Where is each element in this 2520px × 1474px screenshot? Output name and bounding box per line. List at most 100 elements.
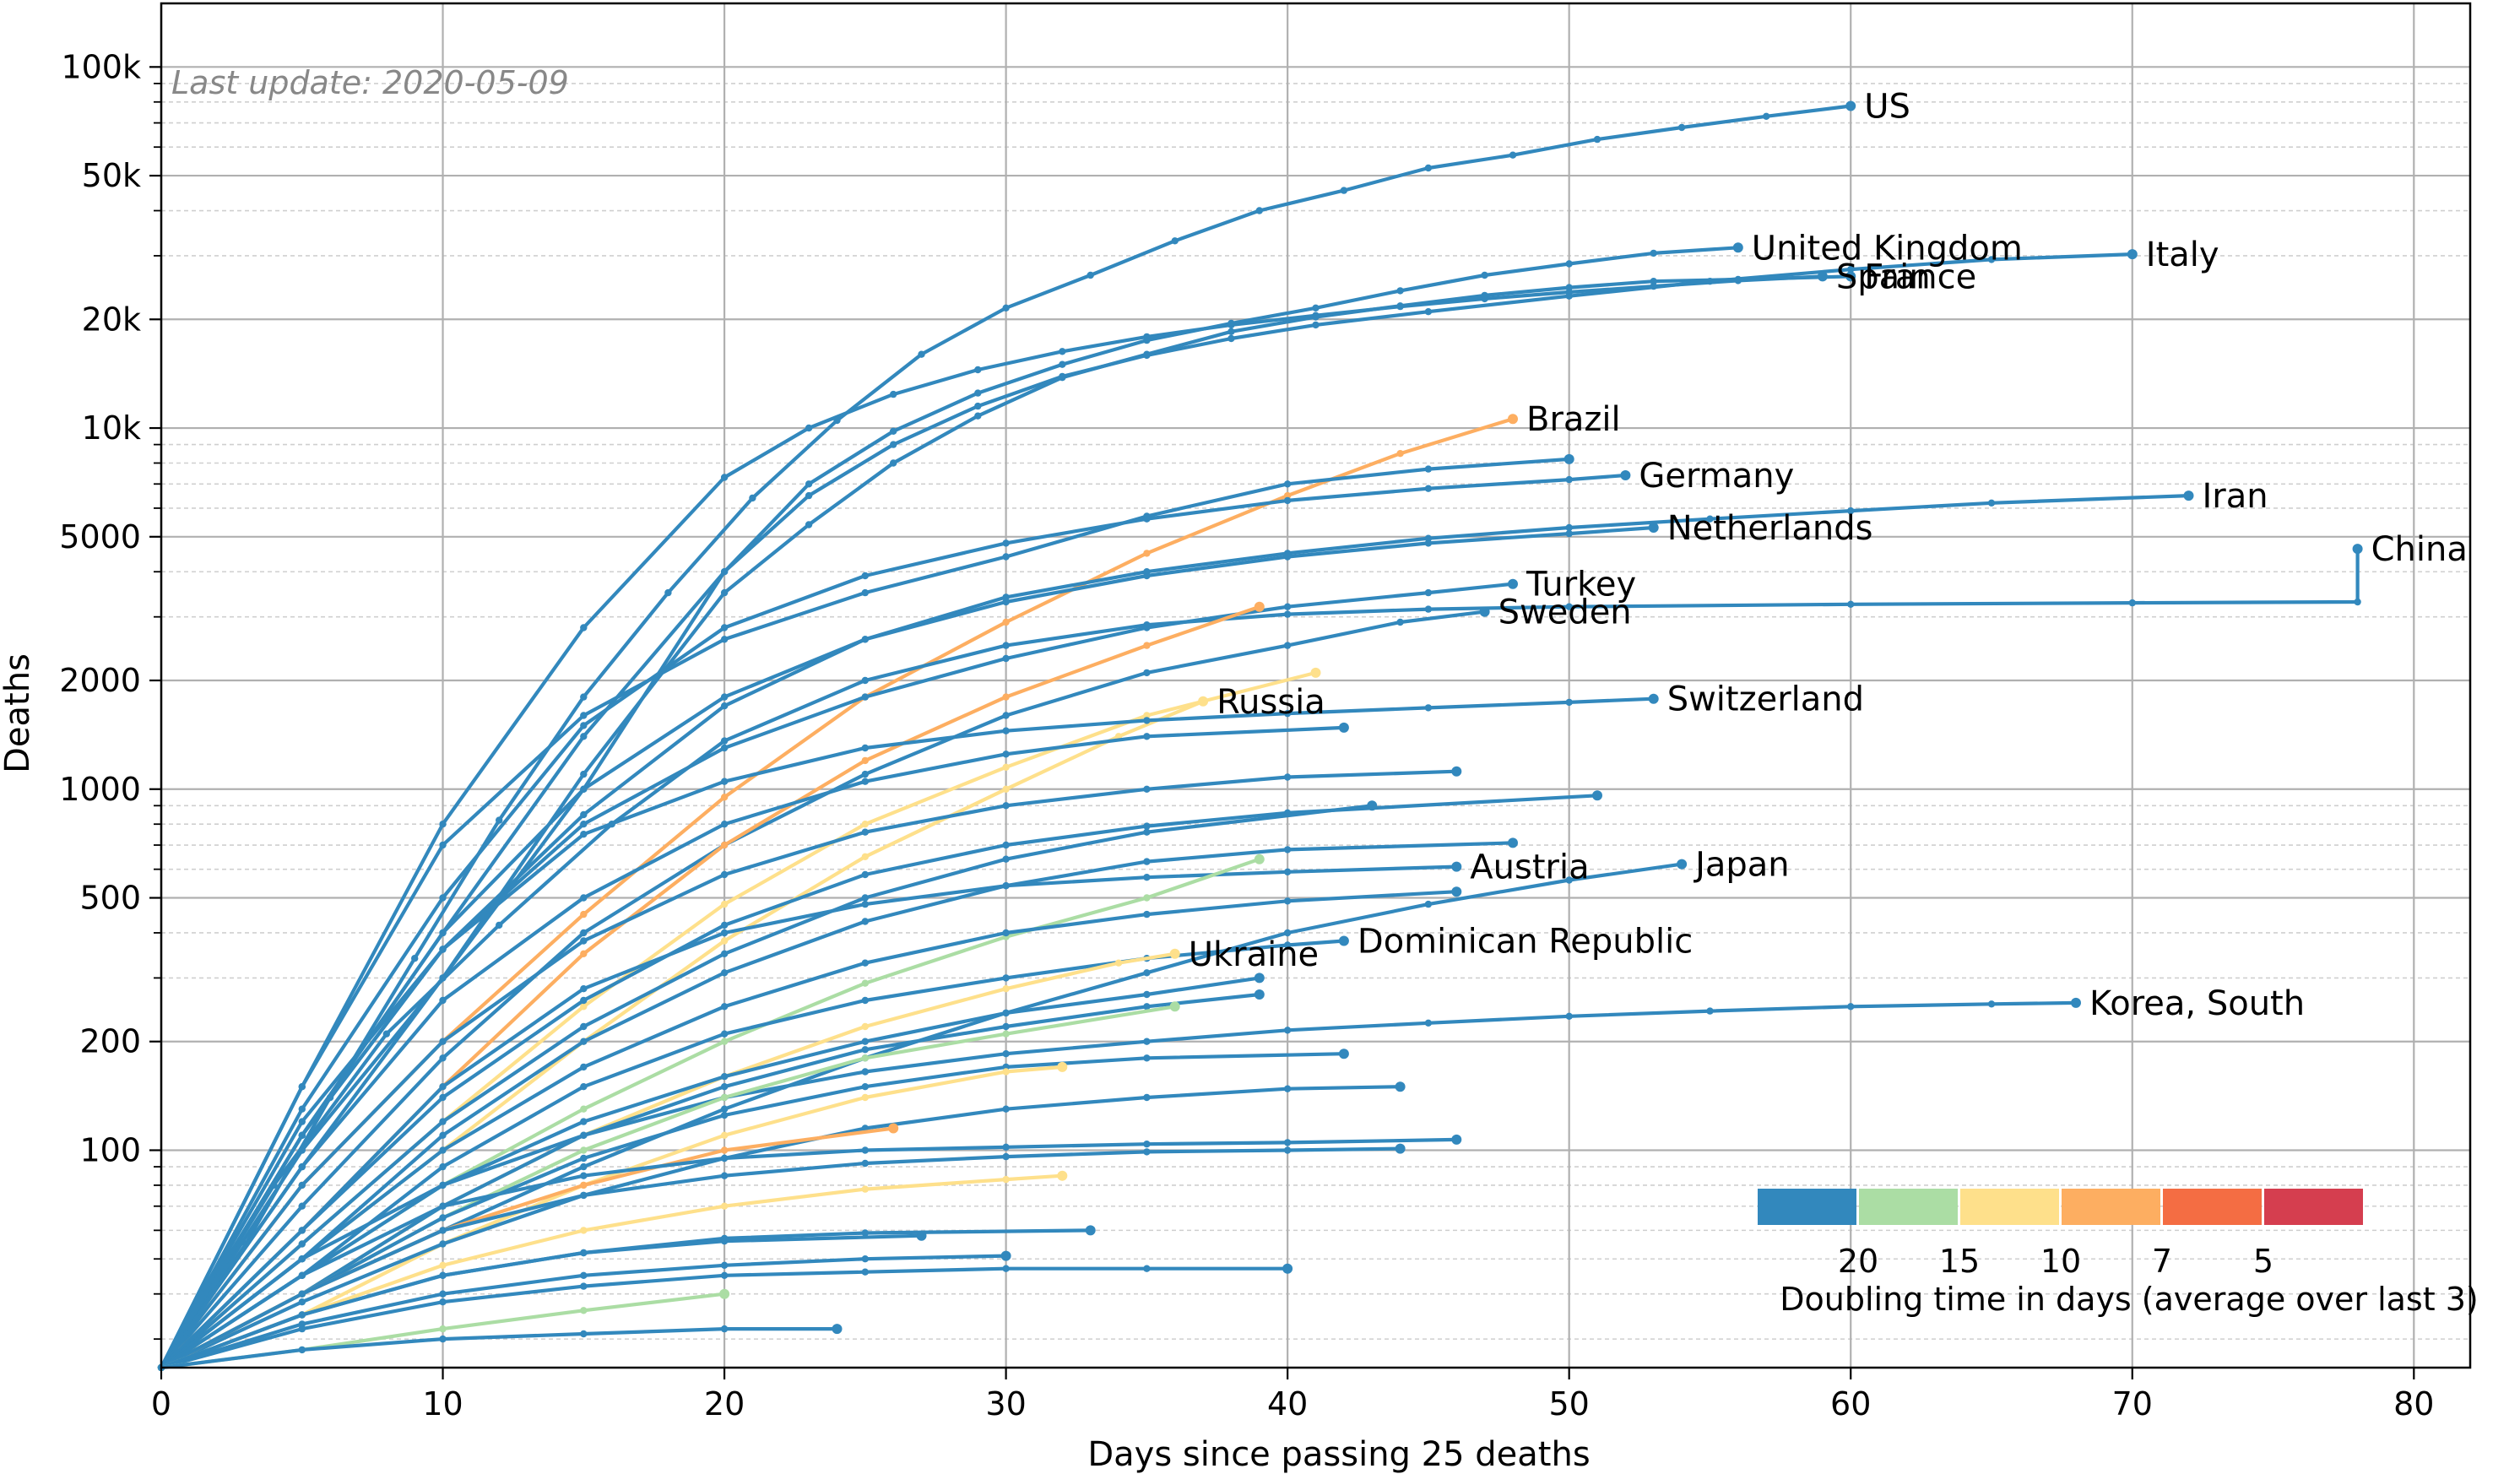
data-point xyxy=(1002,802,1010,810)
data-point xyxy=(1424,308,1433,316)
data-point xyxy=(1143,828,1151,836)
data-point xyxy=(1143,733,1151,740)
data-point xyxy=(1143,515,1151,523)
data-point xyxy=(1002,693,1010,701)
data-point xyxy=(720,636,729,643)
data-point xyxy=(861,828,869,836)
data-point xyxy=(861,636,869,643)
data-point xyxy=(1002,727,1010,734)
colorbar-tick-label: 7 xyxy=(2152,1243,2172,1280)
data-point xyxy=(861,821,869,828)
colorbar-swatch-redorange xyxy=(2163,1189,2262,1225)
data-point xyxy=(580,1131,588,1140)
data-point xyxy=(805,491,813,500)
data-point xyxy=(861,778,869,785)
data-point xyxy=(720,744,729,752)
data-point xyxy=(298,1298,306,1306)
data-point xyxy=(298,1083,306,1091)
data-point xyxy=(890,441,897,448)
data-point xyxy=(1059,360,1066,368)
series-line-unlabeled xyxy=(159,1233,924,1370)
data-point xyxy=(720,1146,729,1154)
data-point xyxy=(1143,1148,1151,1156)
data-point xyxy=(1283,868,1292,876)
data-point xyxy=(1847,507,1855,515)
data-point xyxy=(720,900,729,908)
data-point xyxy=(439,1162,447,1171)
data-point xyxy=(1706,515,1714,523)
data-point xyxy=(439,1118,447,1125)
data-point xyxy=(974,389,982,397)
data-point xyxy=(580,1330,588,1338)
data-point xyxy=(1312,321,1320,329)
data-point xyxy=(1002,785,1010,793)
data-point xyxy=(890,390,897,398)
data-point xyxy=(720,693,729,701)
data-point xyxy=(861,900,869,908)
data-point xyxy=(861,572,869,580)
country-label-dominican-republic: Dominican Republic xyxy=(1358,923,1693,962)
country-label-france: France xyxy=(1864,257,1976,296)
data-point xyxy=(861,1255,869,1263)
data-point xyxy=(2354,598,2361,606)
data-point xyxy=(298,1181,306,1189)
data-point xyxy=(439,1227,447,1234)
data-point xyxy=(1847,265,1855,274)
data-point xyxy=(1171,237,1179,245)
series-endpoint xyxy=(888,1123,899,1134)
series-endpoint xyxy=(1254,601,1265,612)
data-point xyxy=(720,1238,729,1245)
data-point xyxy=(580,1105,588,1113)
data-point xyxy=(439,996,447,1005)
data-point xyxy=(861,1159,869,1168)
data-point xyxy=(861,979,869,987)
data-point xyxy=(1002,1105,1010,1113)
data-point xyxy=(1424,1019,1433,1027)
data-point xyxy=(1283,1146,1292,1154)
x-tick-label: 80 xyxy=(2393,1385,2434,1423)
series-line-unlabeled xyxy=(159,794,1600,1370)
colorbar-tick-label: 5 xyxy=(2253,1243,2273,1280)
colorbar-title: Doubling time in days (average over last… xyxy=(1780,1281,2478,1318)
data-point xyxy=(439,821,447,828)
data-point xyxy=(720,1154,729,1162)
series-endpoint xyxy=(1451,886,1462,897)
data-point xyxy=(580,810,588,819)
data-point xyxy=(1283,553,1292,561)
series-line-unlabeled xyxy=(159,1137,1459,1370)
series-endpoint xyxy=(2071,997,2081,1008)
data-point xyxy=(439,1038,447,1045)
data-point xyxy=(720,1003,729,1011)
data-point xyxy=(861,853,869,860)
data-point xyxy=(720,778,729,785)
data-point xyxy=(1565,523,1573,532)
data-point xyxy=(580,693,588,701)
data-point xyxy=(1143,712,1151,719)
data-point xyxy=(861,870,869,879)
data-point xyxy=(1143,1265,1151,1272)
series-line-unlabeled xyxy=(159,1065,1065,1370)
data-point xyxy=(1143,642,1151,649)
x-tick-label: 40 xyxy=(1267,1385,1308,1423)
data-point xyxy=(580,770,588,778)
series-line-unlabeled xyxy=(159,890,1459,1370)
data-point xyxy=(1424,485,1433,492)
data-point xyxy=(861,756,869,765)
data-point xyxy=(1143,350,1151,358)
data-point xyxy=(720,841,729,849)
country-label-spain: Spain xyxy=(1836,257,1931,296)
colorbar-swatch-yellow xyxy=(1960,1189,2059,1225)
data-point xyxy=(298,1227,306,1234)
data-point xyxy=(1847,1003,1855,1011)
data-point xyxy=(580,1162,588,1171)
data-point xyxy=(1143,874,1151,881)
data-point xyxy=(1283,1139,1292,1146)
colorbar-swatch-green xyxy=(1859,1189,1958,1225)
data-point xyxy=(861,996,869,1005)
series-line-china xyxy=(159,546,2360,1370)
data-point xyxy=(1565,475,1573,484)
data-point xyxy=(890,459,897,467)
data-point xyxy=(861,1083,869,1091)
series-endpoint xyxy=(1732,242,1743,253)
data-point xyxy=(1424,539,1433,547)
